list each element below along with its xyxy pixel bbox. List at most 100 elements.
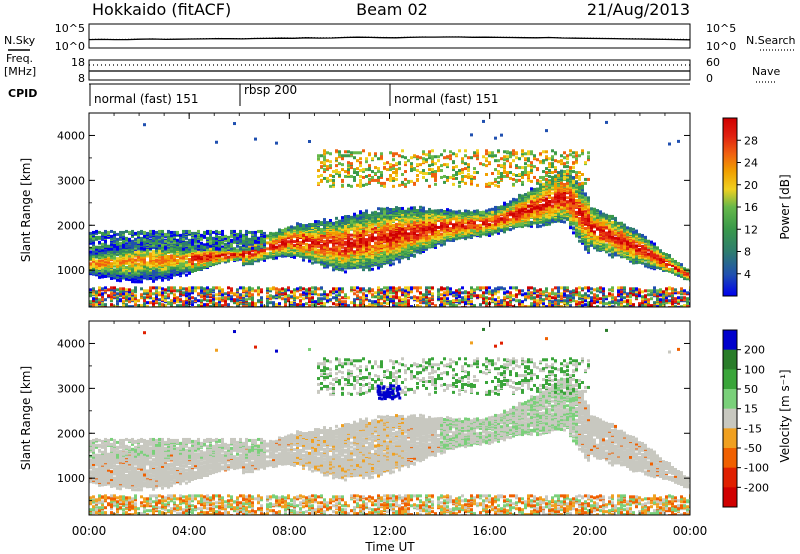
power-cell <box>329 160 332 164</box>
power-cell <box>347 239 350 243</box>
power-cell <box>146 234 149 238</box>
power-cell <box>248 247 251 251</box>
power-cell <box>347 235 350 239</box>
power-cell <box>146 261 149 265</box>
power-cell <box>272 286 275 290</box>
power-cell <box>125 303 128 307</box>
power-cell <box>413 246 416 250</box>
power-cell <box>416 289 419 293</box>
power-cell <box>425 290 428 294</box>
power-cell <box>275 291 278 295</box>
power-cell <box>380 230 383 234</box>
power-cell <box>203 289 206 293</box>
power-cell <box>173 296 176 300</box>
power-cell <box>230 251 233 255</box>
power-cell <box>164 288 167 292</box>
power-cell <box>161 260 164 264</box>
power-cell <box>329 219 332 223</box>
power-cell <box>329 166 332 170</box>
power-cell <box>401 291 404 295</box>
power-cell <box>95 235 98 239</box>
power-cell <box>137 264 140 268</box>
power-cell <box>362 229 365 233</box>
power-cell <box>131 264 134 268</box>
power-cell <box>167 238 170 242</box>
power-cell <box>362 175 365 179</box>
power-cell <box>299 227 302 231</box>
power-cell <box>365 160 368 164</box>
power-cell <box>311 240 314 244</box>
power-cell <box>227 291 230 295</box>
power-cell <box>422 206 425 210</box>
power-cell <box>95 300 98 304</box>
power-cell <box>419 241 422 245</box>
power-cell <box>254 252 257 256</box>
power-cell <box>323 302 326 306</box>
power-cell <box>113 286 116 290</box>
power-cell <box>404 302 407 306</box>
power-cell <box>401 239 404 243</box>
power-cell <box>209 243 212 247</box>
power-cell <box>332 255 335 259</box>
power-cell <box>296 224 299 228</box>
power-cell <box>347 304 350 307</box>
power-cell <box>143 292 146 296</box>
power-cell <box>377 246 380 250</box>
power-cell <box>215 234 218 238</box>
power-cell <box>407 179 410 183</box>
power-cell <box>383 226 386 230</box>
power-cell <box>410 240 413 244</box>
power-cell <box>203 259 206 263</box>
power-cell <box>401 233 404 237</box>
power-cell <box>251 242 254 246</box>
power-cell <box>371 239 374 243</box>
power-cell <box>245 236 248 240</box>
power-cell <box>365 224 368 228</box>
power-cell <box>260 288 263 292</box>
power-cell <box>104 260 107 264</box>
power-cell <box>281 253 284 257</box>
power-cell <box>221 247 224 251</box>
power-cell <box>131 267 134 271</box>
power-cell <box>302 303 305 307</box>
power-cell <box>320 243 323 247</box>
power-cell <box>209 261 212 265</box>
power-cell <box>368 235 371 239</box>
power-cell <box>338 258 341 262</box>
power-cell <box>335 303 338 307</box>
power-cell <box>131 241 134 245</box>
power-cell <box>185 294 188 298</box>
power-cell <box>257 288 260 292</box>
freq-label: Freq. <box>6 52 33 65</box>
power-cell <box>215 245 218 249</box>
power-cell <box>284 229 287 233</box>
power-cell <box>176 240 179 244</box>
power-cell <box>215 231 218 235</box>
power-cell <box>314 229 317 233</box>
power-cell <box>314 300 317 304</box>
power-cell <box>341 296 344 300</box>
power-cell <box>155 244 158 248</box>
power-cell <box>428 304 431 307</box>
power-cell <box>230 287 233 291</box>
power-cell <box>356 216 359 220</box>
power-cell <box>368 287 371 291</box>
power-cell <box>416 169 419 173</box>
power-cell <box>173 271 176 275</box>
power-cell <box>104 242 107 246</box>
power-cell <box>368 241 371 245</box>
power-cell <box>431 170 434 174</box>
power-cell <box>248 293 251 297</box>
power-cell <box>152 257 155 261</box>
power-cell <box>431 227 434 231</box>
power-cell <box>380 181 383 185</box>
power-cell <box>269 236 272 240</box>
power-cell <box>365 209 368 213</box>
power-cell <box>125 256 128 260</box>
power-cell <box>209 288 212 292</box>
power-cell <box>101 258 104 262</box>
power-cell <box>419 208 422 212</box>
power-cell <box>104 244 107 248</box>
power-cell <box>377 302 380 306</box>
power-cell <box>209 301 212 305</box>
